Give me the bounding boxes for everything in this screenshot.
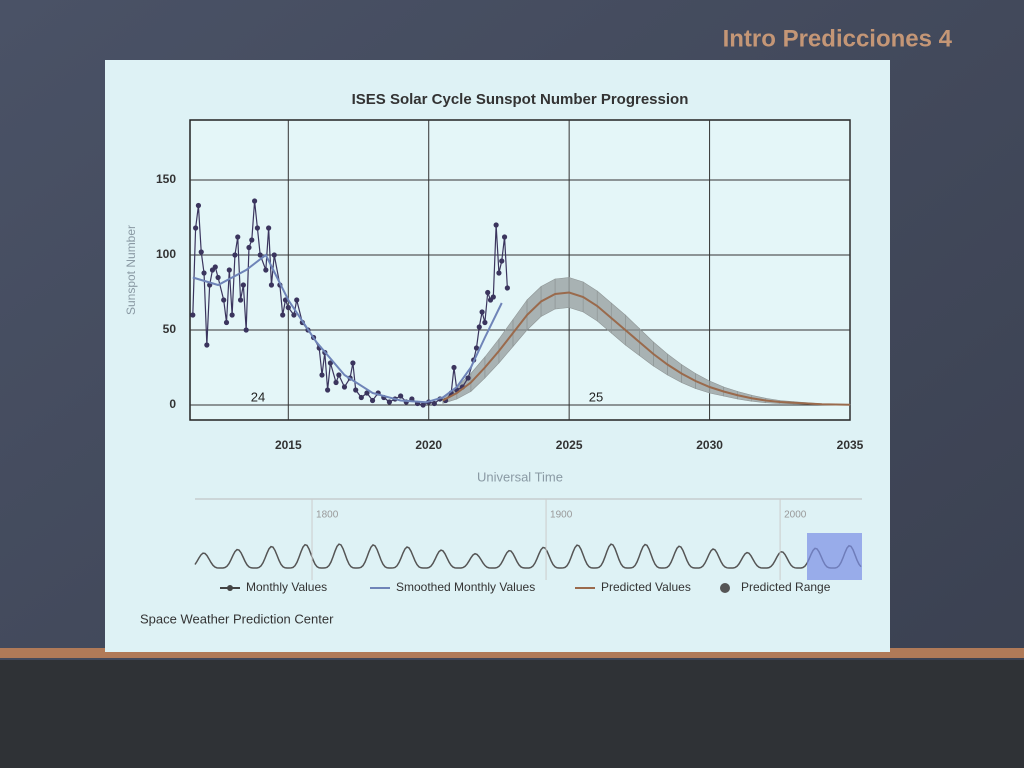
monthly-point xyxy=(266,225,272,231)
y-tick-label: 50 xyxy=(163,322,177,336)
navigator-tick-label: 1800 xyxy=(316,510,339,521)
x-tick-label: 2030 xyxy=(696,438,723,452)
monthly-point xyxy=(195,202,202,209)
legend-swatch-marker xyxy=(227,585,233,591)
monthly-point xyxy=(190,312,196,318)
plot-area xyxy=(189,119,851,421)
monthly-point xyxy=(243,327,249,333)
monthly-point xyxy=(240,282,246,288)
legend-label: Monthly Values xyxy=(246,580,327,594)
monthly-point xyxy=(485,289,491,296)
x-tick-label: 2020 xyxy=(415,438,442,452)
series-line xyxy=(442,291,851,406)
monthly-point xyxy=(246,244,252,251)
x-tick-label: 2035 xyxy=(837,438,864,452)
x-tick-label: 2025 xyxy=(556,438,583,452)
monthly-point xyxy=(325,387,331,393)
monthly-point xyxy=(473,345,480,351)
monthly-point xyxy=(319,372,325,378)
monthly-point xyxy=(204,342,210,348)
monthly-point xyxy=(271,252,277,258)
monthly-point xyxy=(476,324,482,330)
monthly-point xyxy=(465,375,471,381)
y-tick-label: 100 xyxy=(156,247,176,261)
monthly-point xyxy=(353,387,359,393)
monthly-point xyxy=(504,285,510,291)
monthly-point xyxy=(263,267,269,273)
legend-label: Predicted Range xyxy=(741,580,831,594)
x-axis-label: Universal Time xyxy=(477,469,563,484)
monthly-point xyxy=(327,360,334,366)
monthly-point xyxy=(215,274,221,281)
navigator-wave xyxy=(194,543,862,569)
monthly-point xyxy=(254,225,261,231)
monthly-point xyxy=(350,360,356,366)
navigator-tick-label: 2000 xyxy=(784,510,807,521)
monthly-point xyxy=(235,234,241,240)
monthly-point xyxy=(398,393,404,399)
monthly-point xyxy=(420,402,426,408)
monthly-point xyxy=(201,270,207,276)
monthly-point xyxy=(280,312,286,318)
monthly-point xyxy=(212,264,218,270)
y-tick-label: 150 xyxy=(156,172,176,186)
monthly-point xyxy=(482,319,488,326)
monthly-point xyxy=(193,225,199,231)
monthly-point xyxy=(336,372,342,378)
monthly-point xyxy=(364,390,370,396)
monthly-point xyxy=(221,297,227,303)
y-axis-label: Sunspot Number xyxy=(124,225,138,315)
monthly-point xyxy=(237,297,244,303)
monthly-point xyxy=(341,384,348,390)
legend-label: Predicted Values xyxy=(601,580,691,594)
cycle-label: 25 xyxy=(589,389,603,404)
legend-label: Smoothed Monthly Values xyxy=(396,580,535,594)
monthly-point xyxy=(268,282,275,288)
monthly-point xyxy=(232,252,238,258)
y-tick-label: 0 xyxy=(169,397,176,411)
monthly-point xyxy=(501,234,508,240)
monthly-point xyxy=(226,267,232,273)
x-tick-label: 2015 xyxy=(275,438,302,452)
monthly-point xyxy=(285,304,291,311)
slide-title: Intro Predicciones 4 xyxy=(723,25,953,52)
slide-footer-bar xyxy=(0,648,1024,658)
legend-swatch xyxy=(720,583,730,593)
navigator-tick-label: 1900 xyxy=(550,510,573,521)
monthly-point xyxy=(386,399,393,405)
series-line xyxy=(192,253,503,404)
monthly-point xyxy=(479,309,485,315)
monthly-point xyxy=(333,379,339,386)
monthly-point xyxy=(223,319,230,326)
monthly-point xyxy=(358,394,364,401)
monthly-point xyxy=(431,400,437,407)
credit: Space Weather Prediction Center xyxy=(140,611,334,626)
monthly-point xyxy=(249,237,255,243)
monthly-point xyxy=(291,312,297,318)
monthly-point xyxy=(229,312,235,318)
monthly-point xyxy=(490,294,496,300)
chart-title: ISES Solar Cycle Sunspot Number Progress… xyxy=(352,91,689,108)
monthly-line xyxy=(192,200,508,406)
slide-footer xyxy=(0,660,1024,768)
navigator-window xyxy=(807,533,862,580)
cycle-label: 24 xyxy=(251,389,265,404)
monthly-point xyxy=(496,270,502,276)
monthly-point xyxy=(294,297,300,303)
monthly-point xyxy=(257,252,263,258)
monthly-point xyxy=(251,198,258,204)
monthly-point xyxy=(198,249,204,255)
monthly-point xyxy=(369,397,376,404)
monthly-point xyxy=(499,258,505,264)
monthly-point xyxy=(493,222,499,228)
monthly-point xyxy=(451,364,457,371)
